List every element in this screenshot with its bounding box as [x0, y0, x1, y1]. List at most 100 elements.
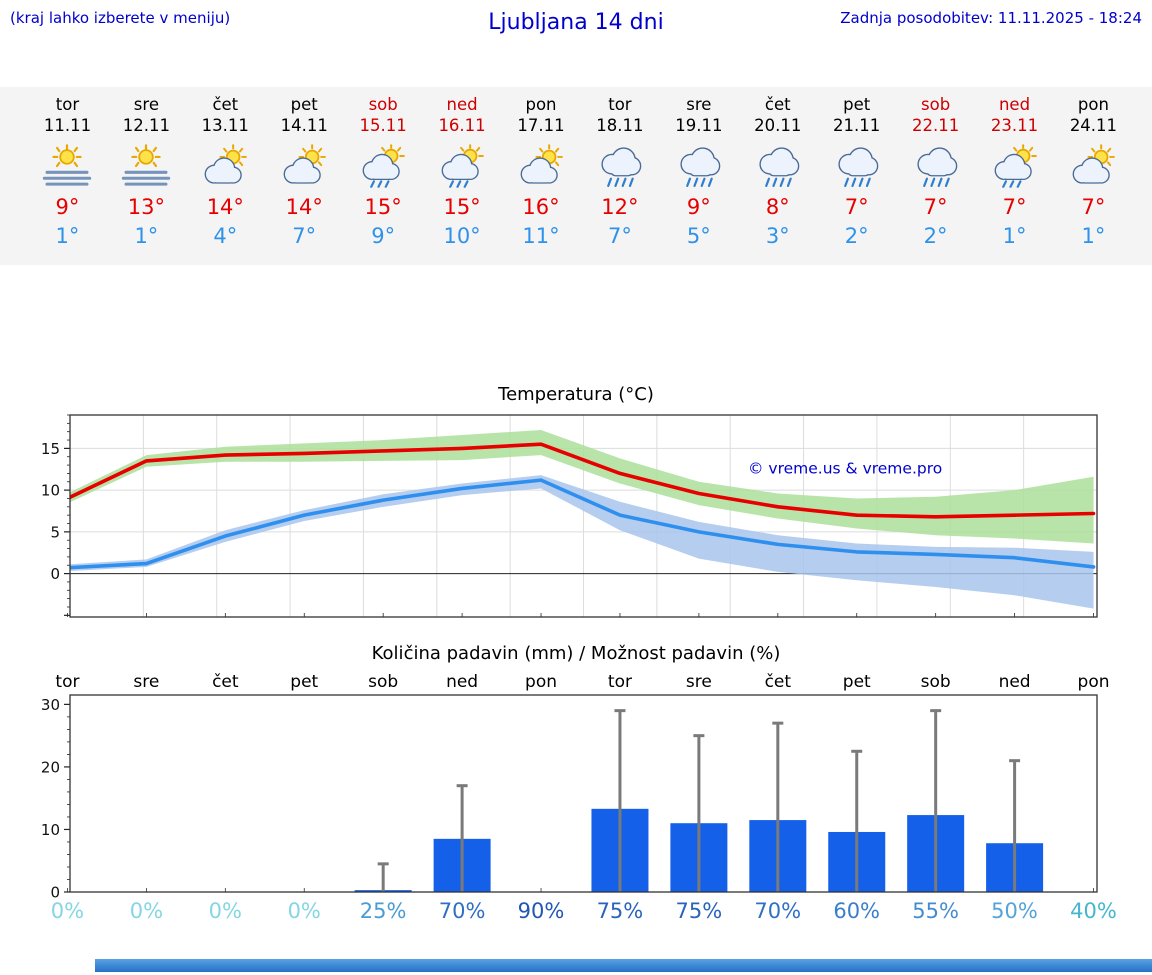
precip-day-label: ned: [999, 672, 1031, 692]
precip-probability: 75%: [675, 899, 723, 923]
day-max-temp: 16°: [522, 195, 560, 219]
day-min-temp: 7°: [292, 224, 317, 248]
day-date: 13.11: [201, 116, 249, 135]
day-date: 20.11: [754, 116, 802, 135]
precip-day-label: pon: [1078, 672, 1110, 692]
temp-max-line-band: [70, 430, 1094, 544]
precip-probability: 75%: [596, 899, 644, 923]
day-min-temp: 3°: [765, 224, 790, 248]
day-max-temp: 7°: [844, 195, 869, 219]
svg-text:10: 10: [41, 482, 60, 500]
last-update-text: Zadnja posodobitev: 11.11.2025 - 18:24: [840, 9, 1142, 27]
precip-probability: 0%: [129, 899, 164, 923]
weather-icon: [520, 144, 564, 184]
weather-icon: [204, 144, 248, 184]
day-max-temp: 7°: [923, 195, 948, 219]
precip-probability: 90%: [517, 899, 565, 923]
forecast-day-4: pet 14.11 14° 7°: [265, 94, 344, 251]
precip-probability: 60%: [833, 899, 881, 923]
day-date: 12.11: [122, 116, 170, 135]
svg-text:0: 0: [50, 565, 60, 583]
day-date: 15.11: [359, 116, 407, 135]
day-name: tor: [55, 95, 80, 114]
day-min-temp: 1°: [1002, 224, 1027, 248]
day-date: 24.11: [1069, 116, 1118, 135]
weather-icon: [680, 147, 721, 188]
precip-probability: 50%: [991, 899, 1038, 923]
day-date: 18.11: [596, 116, 644, 135]
day-name: pon: [525, 95, 557, 114]
day-date: 21.11: [833, 116, 881, 135]
precip-probability: 0%: [50, 899, 85, 923]
day-date: 11.11: [43, 116, 92, 135]
forecast-day-2: sre 12.11 13° 1°: [107, 94, 186, 251]
day-min-temp: 11°: [522, 224, 560, 248]
weather-icon: [441, 144, 485, 188]
weather-icon: [43, 144, 92, 186]
precip-probability: 70%: [438, 899, 486, 923]
day-max-temp: 7°: [1002, 195, 1027, 219]
temperature-chart: 0 5 10 15 © vreme.us & vreme.pro: [41, 414, 1098, 618]
forecast-day-9: sre 19.11 9° 5°: [659, 94, 738, 251]
svg-text:15: 15: [41, 440, 60, 458]
precip-probability-row: 0% 0% 0% 0% 25% 70% 90% 75% 75% 70% 60% 55% 50% 40%: [28, 898, 1133, 924]
location-menu-hint: (kraj lahko izberete v meniju): [10, 9, 231, 27]
day-max-temp: 13°: [127, 195, 165, 219]
weather-icon: [838, 147, 878, 188]
day-name: pon: [1077, 95, 1109, 114]
precip-probability: 0%: [208, 899, 242, 923]
day-name: ned: [998, 95, 1031, 114]
forecast-day-14: pon 24.11 7° 1°: [1054, 94, 1133, 251]
day-max-temp: 14°: [206, 195, 244, 219]
day-name: čet: [764, 95, 791, 114]
svg-text:0: 0: [50, 884, 60, 899]
weather-icon: [994, 144, 1037, 188]
weather-icon: [759, 147, 800, 188]
day-date: 17.11: [517, 116, 565, 135]
day-date: 19.11: [675, 116, 723, 135]
forecast-day-7: pon 17.11 16° 11°: [502, 94, 581, 251]
svg-text:10: 10: [41, 821, 60, 839]
weather-icon: [283, 144, 327, 184]
day-max-temp: 8°: [765, 195, 790, 219]
day-min-temp: 1°: [1081, 224, 1106, 248]
precip-probability: 40%: [1070, 899, 1117, 923]
watermark-link[interactable]: © vreme.us & vreme.pro: [748, 459, 942, 477]
page-header: (kraj lahko izberete v meniju) Ljubljana…: [0, 0, 1152, 38]
weather-icon: [362, 144, 406, 188]
day-min-temp: 1°: [134, 224, 159, 248]
day-name: pet: [843, 95, 871, 114]
precip-day-label: tor: [608, 672, 632, 692]
footer-bar: [95, 959, 1152, 972]
day-name: sob: [368, 95, 398, 114]
weather-icon: [601, 147, 642, 188]
day-max-temp: 15°: [364, 195, 402, 219]
precip-probability: 70%: [754, 899, 802, 923]
day-min-temp: 4°: [213, 224, 238, 248]
day-name: sob: [921, 95, 951, 114]
forecast-day-3: čet 13.11 14° 4°: [186, 94, 265, 251]
weather-icon: [122, 144, 171, 186]
precip-day-label: čet: [212, 672, 239, 692]
precip-probability: 25%: [359, 899, 407, 923]
forecast-day-11: pet 21.11 7° 2°: [817, 94, 896, 251]
svg-text:5: 5: [50, 523, 60, 541]
day-max-temp: 9°: [55, 195, 80, 219]
precipitation-chart-title: Količina padavin (mm) / Možnost padavin …: [371, 643, 781, 664]
precipitation-chart: tor sre čet pet sob ned pon tor sre čet pet sob ned p…: [41, 672, 1110, 899]
svg-text:20: 20: [41, 758, 60, 776]
forecast-day-13: ned 23.11 7° 1°: [975, 94, 1054, 251]
day-name: tor: [608, 95, 632, 114]
precip-day-label: ned: [446, 672, 478, 692]
forecast-day-5: sob 15.11 15° 9°: [344, 94, 423, 251]
day-name: sre: [133, 95, 159, 114]
day-max-temp: 14°: [285, 195, 323, 219]
forecast-day-12: sob 22.11 7° 2°: [896, 94, 975, 251]
precip-day-label: tor: [55, 672, 79, 692]
forecast-day-8: tor 18.11 12° 7°: [580, 94, 659, 251]
precip-day-label: sob: [921, 672, 951, 692]
page-title: Ljubljana 14 dni: [488, 10, 664, 35]
day-min-temp: 1°: [55, 224, 80, 248]
weather-icon: [1073, 144, 1116, 184]
forecast-day-1: tor 11.11 9° 1°: [28, 94, 107, 251]
